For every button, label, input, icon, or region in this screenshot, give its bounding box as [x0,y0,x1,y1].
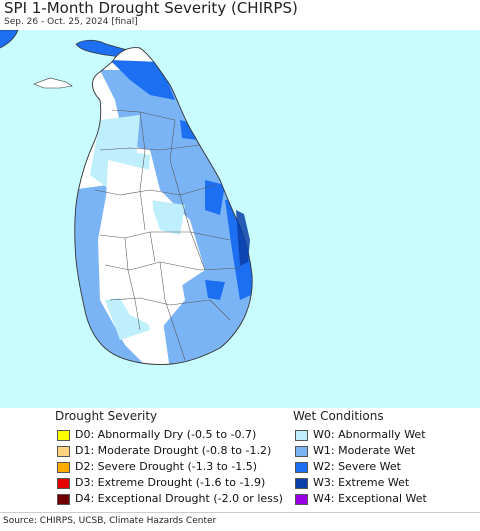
legend-label: W0: Abnormally Wet [313,428,426,441]
legend-swatch [295,478,308,489]
footer: Source: CHIRPS, UCSB, Climate Hazards Ce… [0,512,480,531]
east-coast-lagoon [236,210,250,266]
source-credit: Source: CHIRPS, UCSB, Climate Hazards Ce… [3,516,217,526]
legend-swatch [295,462,308,473]
map-area [0,30,480,408]
map-header: SPI 1-Month Drought Severity (CHIRPS) Se… [0,0,480,30]
wet-legend-heading: Wet Conditions [293,409,384,423]
map-date-range: Sep. 26 - Oct. 25, 2024 [final] [4,17,138,27]
india-coast [0,30,18,48]
legend-label: D2: Severe Drought (-1.3 to -1.5) [75,460,258,473]
legend-swatch [295,494,308,505]
legend-swatch [57,494,70,505]
drought-legend-heading: Drought Severity [55,409,158,423]
legend-label: D4: Exceptional Drought (-2.0 or less) [75,492,283,505]
legend-label: D1: Moderate Drought (-0.8 to -1.2) [75,444,272,457]
legend: Drought Severity Wet Conditions D0: Abno… [0,408,480,512]
legend-label: W1: Moderate Wet [313,444,416,457]
legend-swatch [57,446,70,457]
sri-lanka-map [0,30,480,408]
legend-label: D0: Abnormally Dry (-0.5 to -0.7) [75,428,257,441]
legend-swatch [57,478,70,489]
legend-swatch [295,430,308,441]
legend-label: W2: Severe Wet [313,460,401,473]
legend-label: W3: Extreme Wet [313,476,410,489]
legend-swatch [295,446,308,457]
legend-label: D3: Extreme Drought (-1.6 to -1.9) [75,476,266,489]
legend-swatch [57,462,70,473]
map-title: SPI 1-Month Drought Severity (CHIRPS) [4,0,298,17]
legend-label: W4: Exceptional Wet [313,492,427,505]
legend-swatch [57,430,70,441]
mannar-islands [33,77,73,89]
